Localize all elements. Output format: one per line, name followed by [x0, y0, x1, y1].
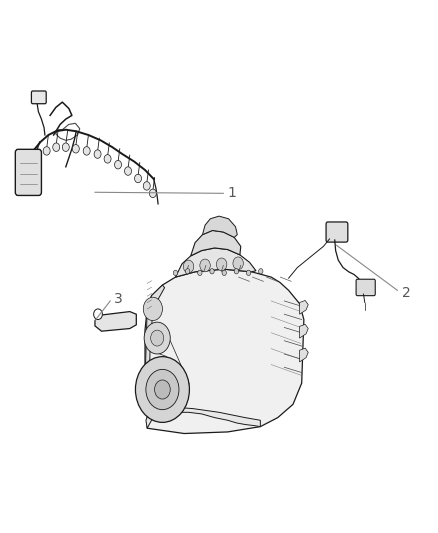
Polygon shape [191, 230, 241, 256]
Circle shape [124, 167, 131, 175]
FancyBboxPatch shape [326, 222, 348, 242]
Circle shape [151, 330, 164, 346]
Circle shape [115, 160, 121, 169]
Circle shape [200, 259, 210, 272]
Circle shape [94, 309, 102, 319]
Polygon shape [145, 285, 165, 383]
Circle shape [43, 147, 50, 155]
Polygon shape [145, 269, 304, 433]
Circle shape [198, 270, 202, 276]
Polygon shape [300, 348, 308, 362]
FancyBboxPatch shape [15, 149, 42, 196]
Polygon shape [202, 216, 237, 237]
Polygon shape [146, 407, 260, 428]
Circle shape [247, 270, 251, 276]
Polygon shape [300, 324, 308, 338]
Text: 1: 1 [228, 187, 237, 200]
Text: 2: 2 [402, 286, 410, 300]
Circle shape [143, 182, 150, 190]
Circle shape [234, 269, 239, 274]
Circle shape [72, 144, 79, 153]
FancyBboxPatch shape [32, 91, 46, 104]
Circle shape [258, 269, 263, 274]
Circle shape [144, 322, 170, 354]
Circle shape [222, 270, 226, 276]
Circle shape [184, 260, 194, 273]
Circle shape [134, 174, 141, 183]
Circle shape [216, 258, 227, 271]
Circle shape [233, 257, 244, 270]
FancyBboxPatch shape [356, 279, 375, 296]
Circle shape [146, 369, 179, 410]
Circle shape [104, 155, 111, 163]
Circle shape [173, 270, 178, 276]
Circle shape [149, 189, 156, 198]
Circle shape [53, 143, 60, 151]
Circle shape [185, 269, 190, 274]
Circle shape [143, 297, 162, 320]
Circle shape [155, 380, 170, 399]
Circle shape [94, 150, 101, 158]
Circle shape [135, 357, 189, 422]
Circle shape [62, 143, 69, 151]
Circle shape [83, 147, 90, 155]
Text: 3: 3 [114, 293, 123, 306]
Polygon shape [176, 248, 256, 277]
Polygon shape [95, 312, 136, 331]
Polygon shape [300, 301, 308, 314]
Circle shape [210, 269, 214, 274]
